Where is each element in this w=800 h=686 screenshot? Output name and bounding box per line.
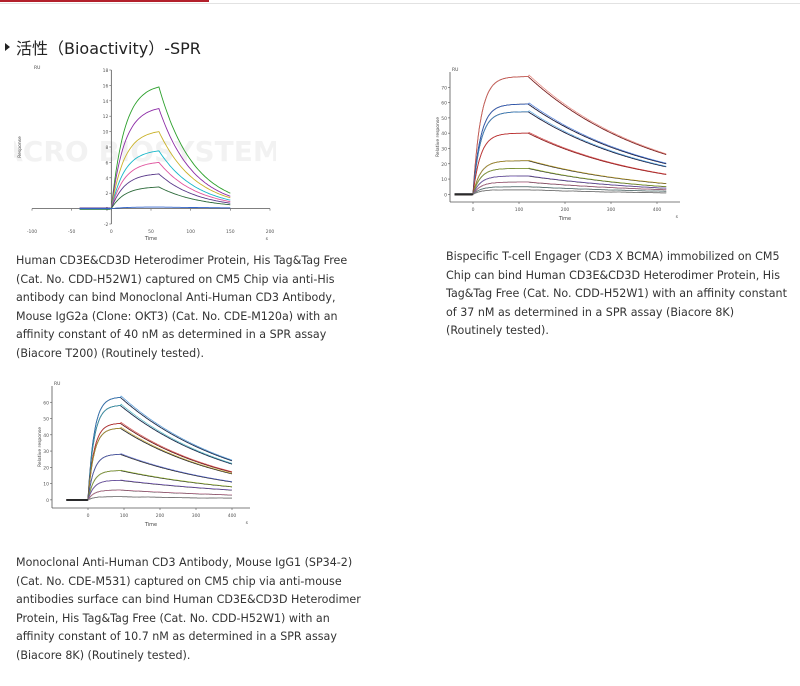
x-tick-label: 200 [561, 207, 570, 213]
y-unit-label: RU [452, 67, 458, 73]
fit-curve [87, 421, 233, 500]
x-tick-label: 50 [148, 229, 154, 235]
y-tick-label: 10 [103, 130, 109, 136]
fit-curve [87, 403, 233, 500]
y-tick-label: 40 [441, 131, 447, 137]
y-unit-label: RU [54, 381, 60, 387]
x-tick-label: 100 [120, 513, 129, 519]
y-tick-label: 60 [43, 400, 49, 406]
top-accent-line [0, 0, 209, 2]
x-axis-label: Time [144, 236, 157, 242]
fit-curve [472, 102, 667, 195]
sensorgram-curve [454, 76, 667, 196]
y-tick-label: 60 [441, 101, 447, 107]
y-tick-label: 70 [441, 85, 447, 91]
fit-curve [87, 453, 233, 500]
sensorgram-curve [454, 160, 667, 195]
sensorgram-curve [66, 396, 233, 501]
fit-curve [472, 74, 667, 195]
spr-figure-1: ACRO BIOSYSTEMS-2024681012141618-100-500… [14, 62, 276, 244]
fit-curve [472, 189, 667, 195]
y-axis-label: Response [17, 136, 23, 158]
watermark-text: ACRO BIOSYSTEMS [14, 135, 276, 168]
fit-curve [472, 186, 667, 195]
y-tick-label: 6 [105, 160, 108, 166]
x-tick-label: 400 [653, 207, 662, 213]
spr-chart-1: ACRO BIOSYSTEMS-2024681012141618-100-500… [14, 65, 276, 242]
figure-caption-3: Monoclonal Anti-Human CD3 Antibody, Mous… [16, 556, 361, 662]
x-tick-label: 400 [228, 513, 237, 519]
fit-curve [87, 395, 233, 500]
spr-figure-3: 0 10 20 30 40 50 60 0 100 200 300 400 Time s RU Relativ… [30, 378, 262, 530]
y-tick-label: 20 [441, 162, 447, 168]
y-tick-label: 20 [43, 465, 49, 471]
y-tick-label: 30 [43, 449, 49, 455]
y-tick-label: 0 [46, 498, 49, 504]
y-axis-label: Relative response [37, 427, 43, 467]
fit-curve [472, 131, 667, 195]
fit-curve [87, 469, 233, 500]
x-tick-label: -100 [27, 229, 37, 235]
x-tick-label: -50 [68, 229, 75, 235]
spr-figure-2: 0 10 20 30 40 50 60 70 0 100 200 300 400 Time s RU Relat… [428, 62, 690, 224]
y-tick-label: 18 [103, 68, 109, 74]
x-tick-label: 0 [110, 229, 113, 235]
y-tick-label: 50 [441, 116, 447, 122]
x-axis-label: Time [144, 522, 157, 528]
fit-curve [87, 489, 232, 501]
section-title: 活性（Bioactivity）-SPR [16, 39, 201, 58]
x-unit-label: s [676, 215, 679, 220]
y-tick-label: 10 [43, 482, 49, 488]
fit-curve [472, 110, 667, 195]
y-tick-label: 8 [105, 145, 108, 151]
section-heading: 活性（Bioactivity）-SPR [5, 36, 201, 58]
y-tick-label: 40 [43, 433, 49, 439]
x-tick-label: 0 [472, 207, 475, 213]
fit-curve [87, 496, 232, 501]
figure-caption-1: Human CD3E&CD3D Heterodimer Protein, His… [16, 254, 348, 360]
y-tick-label: 14 [103, 99, 109, 105]
x-tick-label: 100 [186, 229, 195, 235]
fit-curve [87, 479, 232, 501]
x-axis-label: Time [558, 216, 571, 222]
figure-caption-2: Bispecific T-cell Engager (CD3 X BCMA) i… [446, 250, 787, 338]
sensorgram-curve [79, 173, 231, 210]
fit-curve [472, 159, 667, 195]
x-tick-label: 0 [87, 513, 90, 519]
x-tick-label: 200 [266, 229, 275, 235]
x-unit-label: s [266, 237, 269, 242]
spr-chart-2: 0 10 20 30 40 50 60 70 0 100 200 300 400 Time s RU Relat… [435, 67, 680, 222]
fit-curve [472, 181, 667, 195]
x-tick-label: 150 [226, 229, 235, 235]
y-axis-label: Relative response [435, 117, 441, 157]
x-tick-label: 300 [192, 513, 201, 519]
top-divider [0, 3, 800, 4]
y-tick-label: 12 [103, 114, 109, 120]
y-tick-label: 30 [441, 146, 447, 152]
fit-curve [87, 426, 233, 500]
y-tick-label: -2 [104, 222, 109, 228]
y-unit-label: RU [34, 65, 40, 71]
x-tick-label: 300 [607, 207, 616, 213]
y-tick-label: 50 [43, 417, 49, 423]
top-bar [0, 0, 800, 5]
y-tick-label: 10 [441, 177, 447, 183]
fit-curve [472, 167, 667, 195]
y-tick-label: 0 [444, 192, 447, 198]
x-tick-label: 200 [156, 513, 165, 519]
sensorgram-curve [79, 186, 231, 210]
y-tick-label: 2 [105, 191, 108, 197]
fit-curve [472, 175, 667, 195]
triangle-bullet-icon [5, 43, 10, 51]
sensorgram-curve [79, 206, 231, 210]
y-tick-label: 16 [103, 83, 109, 89]
spr-chart-3: 0 10 20 30 40 50 60 0 100 200 300 400 Time s RU Relativ… [37, 381, 250, 528]
y-tick-label: 4 [105, 176, 108, 182]
x-unit-label: s [246, 521, 249, 526]
x-tick-label: 100 [515, 207, 524, 213]
